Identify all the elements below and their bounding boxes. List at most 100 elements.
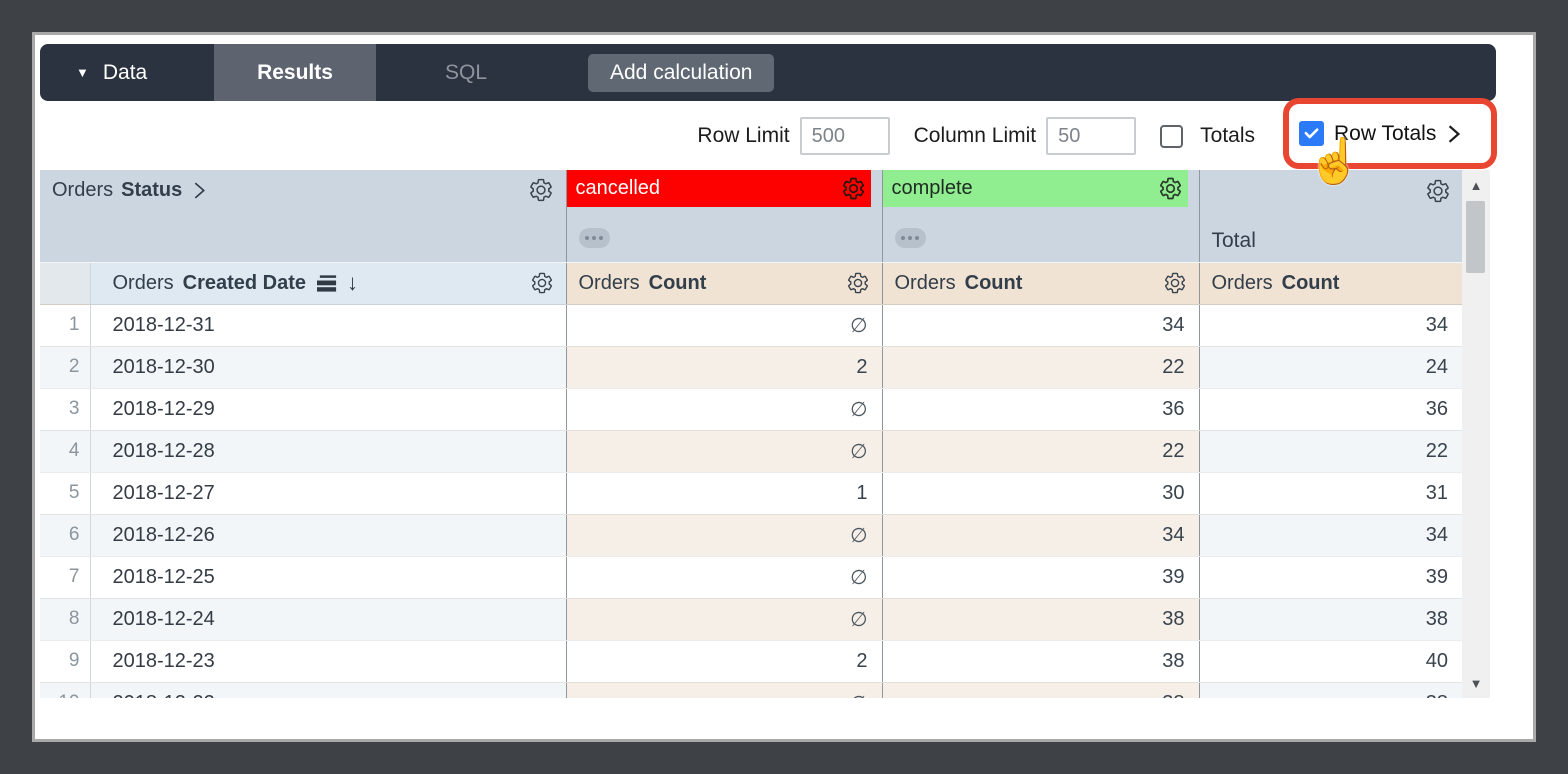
query-controls: Row Limit Column Limit Totals: [697, 101, 1255, 171]
gear-icon[interactable]: [1163, 271, 1187, 295]
total-count-cell[interactable]: 39: [1198, 556, 1462, 599]
date-cell[interactable]: 2018-12-23: [89, 640, 566, 683]
gear-icon[interactable]: [1158, 176, 1183, 201]
table-row: 4 2018-12-28 ∅ 22 22: [40, 430, 1462, 473]
table-row: 3 2018-12-29 ∅ 36 36: [40, 388, 1462, 431]
measure-name: Count: [964, 271, 1023, 294]
date-cell[interactable]: 2018-12-31: [89, 304, 566, 347]
table-row: 8 2018-12-24 ∅ 38 38: [40, 598, 1462, 641]
table-row: 1 2018-12-31 ∅ 34 34: [40, 304, 1462, 347]
date-cell[interactable]: 2018-12-26: [89, 514, 566, 557]
row-limit-input[interactable]: [799, 117, 890, 155]
row-dim-name: Created Date: [182, 271, 307, 294]
date-cell[interactable]: 2018-12-24: [89, 598, 566, 641]
data-menu[interactable]: ▼ Data: [40, 44, 214, 101]
complete-count-cell[interactable]: 39: [881, 556, 1199, 599]
subtotal-icon[interactable]: [317, 274, 338, 292]
date-cell[interactable]: 2018-12-25: [89, 556, 566, 599]
complete-count-cell[interactable]: 38: [881, 640, 1199, 683]
add-calculation-button[interactable]: Add calculation: [588, 53, 775, 92]
cancelled-count-cell[interactable]: 2: [565, 640, 882, 683]
chevron-right-icon[interactable]: [1446, 124, 1462, 144]
cancelled-count-cell[interactable]: ∅: [565, 388, 882, 431]
row-number: 3: [40, 388, 90, 431]
scroll-up-icon[interactable]: ▲: [1469, 178, 1483, 193]
total-count-cell[interactable]: 31: [1198, 472, 1462, 515]
cancelled-count-cell[interactable]: 2: [565, 346, 882, 389]
tab-results-label: Results: [257, 60, 333, 84]
total-count-cell[interactable]: 36: [1198, 388, 1462, 431]
complete-count-cell[interactable]: 38: [881, 598, 1199, 641]
row-dim-prefix: Orders: [112, 271, 174, 294]
column-limit-input[interactable]: [1046, 117, 1137, 155]
tab-results[interactable]: Results: [214, 44, 376, 101]
cancelled-count-cell[interactable]: 1: [565, 472, 882, 515]
date-cell[interactable]: 2018-12-28: [89, 430, 566, 473]
total-column-header[interactable]: Total: [1198, 170, 1462, 263]
table-row: 6 2018-12-26 ∅ 34 34: [40, 514, 1462, 557]
gear-icon[interactable]: [530, 271, 554, 295]
created-date-header[interactable]: Orders Created Date ↓: [89, 262, 566, 305]
measure-name: Count: [1281, 271, 1340, 294]
gear-icon[interactable]: [841, 176, 866, 201]
row-number-header: [40, 262, 90, 305]
complete-count-cell[interactable]: 22: [881, 346, 1199, 389]
measure-header-total[interactable]: Orders Count: [1198, 262, 1462, 305]
data-menu-label: Data: [102, 60, 148, 84]
row-limit-label: Row Limit: [697, 124, 790, 147]
measure-header-complete[interactable]: Orders Count: [881, 262, 1199, 305]
measure-prefix: Orders: [1211, 271, 1273, 294]
date-cell[interactable]: 2018-12-29: [89, 388, 566, 431]
table-row: 9 2018-12-23 2 38 40: [40, 640, 1462, 683]
caret-down-icon: ▼: [76, 65, 89, 80]
cancelled-count-cell[interactable]: ∅: [565, 598, 882, 641]
date-cell[interactable]: 2018-12-22: [89, 682, 566, 698]
total-count-cell[interactable]: 34: [1198, 304, 1462, 347]
cancelled-count-cell[interactable]: ∅: [565, 682, 882, 698]
sort-descending-icon[interactable]: ↓: [347, 270, 359, 295]
pivot-header-cancelled[interactable]: cancelled: [565, 170, 882, 263]
gear-icon[interactable]: [846, 271, 870, 295]
app-window: ▼ Data Results SQL Add calculation Row L…: [32, 32, 1536, 742]
row-number: 10: [40, 682, 90, 698]
complete-count-cell[interactable]: 36: [881, 388, 1199, 431]
vertical-scrollbar[interactable]: ▲ ▼: [1462, 170, 1490, 698]
total-count-cell[interactable]: 40: [1198, 640, 1462, 683]
add-calculation-label: Add calculation: [610, 60, 753, 84]
cancelled-count-cell[interactable]: ∅: [565, 430, 882, 473]
row-totals-checkbox[interactable]: [1299, 121, 1324, 146]
total-count-cell[interactable]: 38: [1198, 598, 1462, 641]
measure-header-cancelled[interactable]: Orders Count: [565, 262, 882, 305]
top-tab-bar: ▼ Data Results SQL Add calculation: [40, 44, 1496, 101]
cancelled-count-cell[interactable]: ∅: [565, 514, 882, 557]
pivot-header-complete[interactable]: complete: [881, 170, 1199, 263]
gear-icon[interactable]: [1425, 178, 1451, 204]
pivot-value-complete: complete: [891, 177, 973, 199]
total-count-cell[interactable]: 22: [1198, 430, 1462, 473]
tab-sql[interactable]: SQL: [400, 44, 532, 101]
date-cell[interactable]: 2018-12-30: [89, 346, 566, 389]
gear-icon[interactable]: [528, 177, 554, 203]
totals-label: Totals: [1200, 124, 1255, 147]
date-cell[interactable]: 2018-12-27: [89, 472, 566, 515]
total-count-cell[interactable]: 38: [1198, 682, 1462, 698]
total-label: Total: [1211, 228, 1256, 252]
total-count-cell[interactable]: 34: [1198, 514, 1462, 557]
total-count-cell[interactable]: 24: [1198, 346, 1462, 389]
column-menu-ellipsis[interactable]: [894, 228, 926, 248]
complete-count-cell[interactable]: 22: [881, 430, 1199, 473]
complete-count-cell[interactable]: 34: [881, 304, 1199, 347]
scroll-down-icon[interactable]: ▼: [1469, 676, 1483, 691]
cancelled-count-cell[interactable]: ∅: [565, 556, 882, 599]
complete-count-cell[interactable]: 38: [881, 682, 1199, 698]
cancelled-count-cell[interactable]: ∅: [565, 304, 882, 347]
row-number: 1: [40, 304, 90, 347]
complete-count-cell[interactable]: 30: [881, 472, 1199, 515]
complete-count-cell[interactable]: 34: [881, 514, 1199, 557]
totals-checkbox[interactable]: [1160, 124, 1184, 148]
row-number: 7: [40, 556, 90, 599]
tab-sql-label: SQL: [444, 60, 488, 84]
scrollbar-thumb[interactable]: [1466, 201, 1485, 273]
pivot-dimension-header[interactable]: Orders Status: [40, 170, 566, 263]
column-menu-ellipsis[interactable]: [578, 228, 610, 248]
